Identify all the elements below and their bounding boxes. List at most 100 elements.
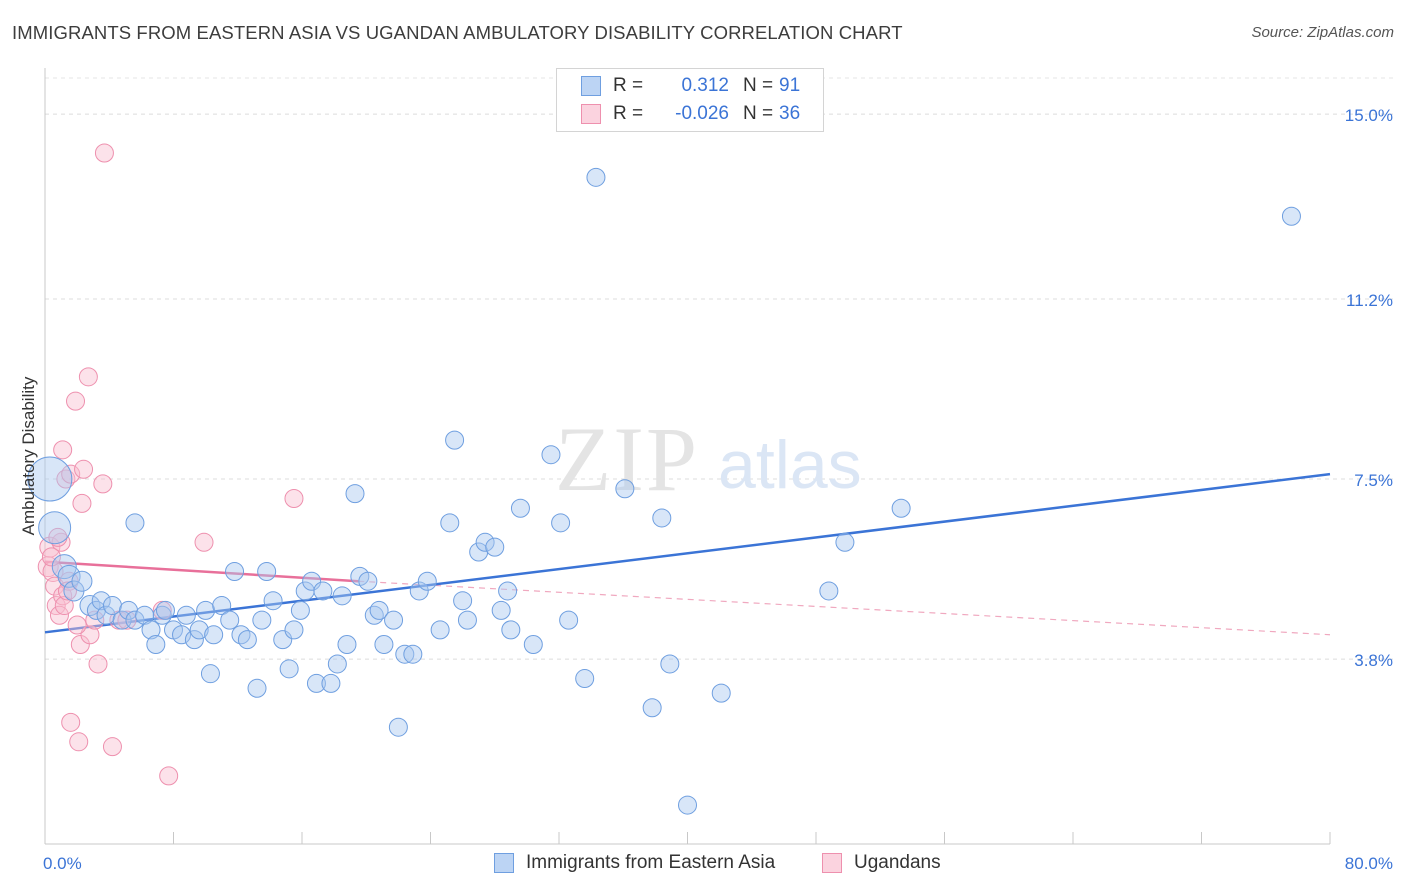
- ugandans-point: [93, 474, 113, 494]
- eastern-asia-point: [440, 513, 460, 533]
- eastern-asia-point: [196, 600, 216, 620]
- eastern-asia-point: [430, 620, 450, 640]
- source-label: Source: ZipAtlas.com: [1251, 24, 1394, 41]
- ugandans-point: [61, 712, 81, 732]
- ugandans-trend-extension: [358, 580, 1331, 636]
- y-tick-label: 15.0%: [1345, 106, 1393, 125]
- legend-swatch-blue: [494, 853, 514, 873]
- ugandans-point: [102, 737, 122, 757]
- eastern-asia-point: [279, 659, 299, 679]
- ugandans-point: [39, 536, 61, 558]
- grid-lines: [45, 77, 1393, 660]
- eastern-asia-point: [38, 511, 72, 545]
- eastern-asia-point: [225, 561, 245, 581]
- eastern-asia-point: [257, 561, 277, 581]
- tick-labels: 3.8% 7.5% 11.2% 15.0% 0.0% 80.0%: [43, 106, 1393, 873]
- ugandans-point: [59, 571, 79, 591]
- eastern-asia-point: [551, 513, 571, 533]
- eastern-asia-point: [835, 532, 855, 552]
- legend-item-ugandans[interactable]: Ugandans: [822, 852, 941, 874]
- eastern-asia-trend-line: [44, 472, 1331, 634]
- eastern-asia-point: [445, 430, 465, 450]
- eastern-asia-points: [27, 167, 1301, 815]
- eastern-asia-point: [615, 479, 635, 499]
- eastern-asia-point: [332, 586, 352, 606]
- eastern-asia-point: [652, 508, 672, 528]
- eastern-asia-point: [457, 610, 477, 630]
- ugandans-point: [88, 654, 108, 674]
- legend-swatch-pink: [581, 104, 601, 124]
- r-label: R =: [613, 75, 644, 96]
- eastern-asia-point: [189, 620, 209, 640]
- eastern-asia-point: [91, 591, 111, 611]
- watermark-zip: ZIP: [555, 408, 699, 510]
- eastern-asia-point: [231, 625, 251, 645]
- eastern-asia-point: [71, 570, 93, 592]
- axes: [44, 68, 1331, 845]
- eastern-asia-point: [384, 610, 404, 630]
- ugandans-point: [80, 625, 100, 645]
- ugandans-point: [54, 596, 74, 616]
- eastern-asia-point: [403, 644, 423, 664]
- ugandans-point: [49, 605, 69, 625]
- eastern-asia-point: [125, 610, 145, 630]
- r-value: 0.312: [681, 75, 729, 96]
- ugandans-point: [78, 367, 98, 387]
- eastern-asia-point: [541, 445, 561, 465]
- eastern-asia-point: [510, 498, 530, 518]
- y-axis-label: Ambulatory Disability: [19, 376, 38, 535]
- eastern-asia-point: [200, 664, 220, 684]
- watermark-atlas: atlas: [718, 427, 862, 503]
- ugandans-point: [72, 493, 92, 513]
- ugandans-point: [194, 532, 214, 552]
- ugandans-point: [61, 464, 81, 484]
- eastern-asia-point: [146, 634, 166, 654]
- eastern-asia-point: [321, 673, 341, 693]
- y-tick-label: 3.8%: [1354, 651, 1393, 670]
- eastern-asia-point: [559, 610, 579, 630]
- eastern-asia-point: [284, 620, 304, 640]
- legend-item-eastern-asia[interactable]: Immigrants from Eastern Asia: [494, 852, 775, 874]
- eastern-asia-point: [642, 698, 662, 718]
- ugandans-point: [66, 391, 86, 411]
- ugandans-point: [53, 440, 73, 460]
- eastern-asia-point: [306, 673, 326, 693]
- legend-swatch-blue: [581, 76, 601, 96]
- eastern-asia-point: [204, 625, 224, 645]
- eastern-asia-point: [491, 600, 511, 620]
- legend-row-eastern-asia: R = 0.312 N = 91: [581, 73, 800, 99]
- ugandans-point: [70, 634, 90, 654]
- n-label: N =: [743, 75, 774, 96]
- r-label: R =: [613, 103, 644, 124]
- eastern-asia-point: [212, 596, 232, 616]
- correlation-legend: R = 0.312 N = 91 R = -0.026 N = 36: [556, 68, 824, 132]
- ugandans-point: [74, 459, 94, 479]
- eastern-asia-point: [125, 513, 145, 533]
- n-label: N =: [743, 103, 774, 124]
- eastern-asia-point: [485, 537, 505, 557]
- ugandans-point: [69, 732, 89, 752]
- eastern-asia-point: [57, 564, 81, 588]
- n-value: 36: [779, 103, 801, 124]
- eastern-asia-point: [409, 581, 429, 601]
- eastern-asia-point: [358, 571, 378, 591]
- eastern-asia-point: [172, 625, 192, 645]
- eastern-asia-point: [417, 571, 437, 591]
- chart-title: IMMIGRANTS FROM EASTERN ASIA VS UGANDAN …: [12, 22, 903, 43]
- eastern-asia-point: [660, 654, 680, 674]
- eastern-asia-point: [501, 620, 521, 640]
- n-value: 91: [779, 75, 801, 96]
- eastern-asia-point: [388, 717, 408, 737]
- eastern-asia-point: [79, 595, 101, 617]
- eastern-asia-point: [247, 678, 267, 698]
- eastern-asia-point: [327, 654, 347, 674]
- eastern-asia-point: [345, 484, 365, 504]
- eastern-asia-point: [374, 634, 394, 654]
- eastern-asia-point: [523, 634, 543, 654]
- eastern-asia-point: [711, 683, 731, 703]
- eastern-asia-point: [220, 610, 240, 630]
- eastern-asia-point: [290, 600, 310, 620]
- legend-label-ugandans: Ugandans: [854, 852, 941, 873]
- eastern-asia-point: [453, 591, 473, 611]
